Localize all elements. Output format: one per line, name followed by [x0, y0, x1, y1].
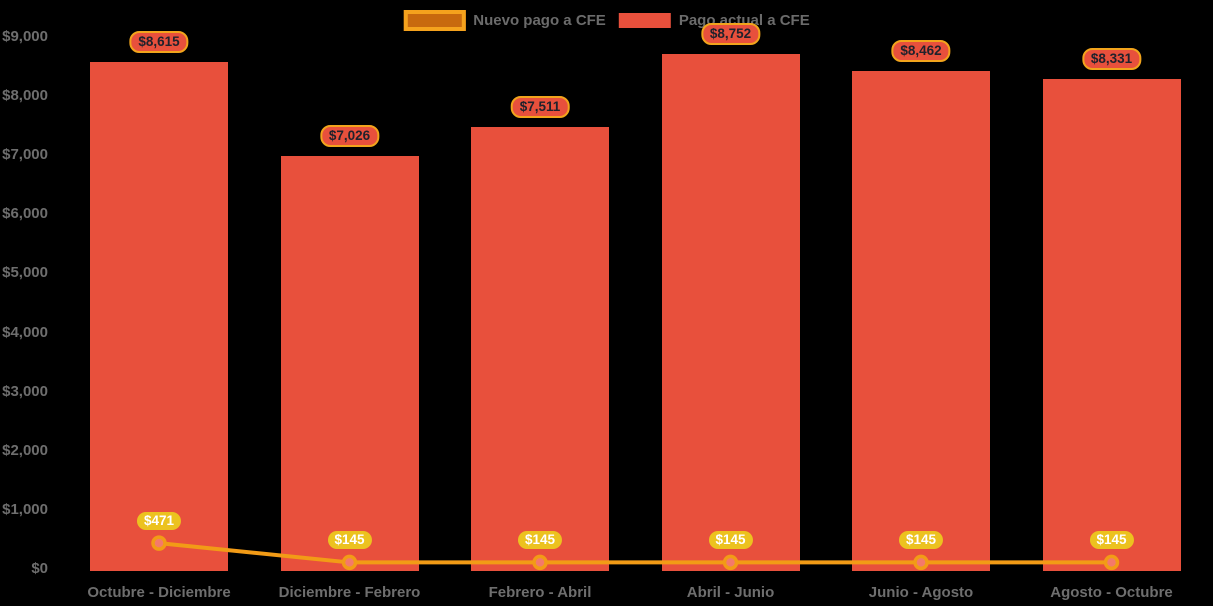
line-point-marker[interactable]: [151, 535, 167, 551]
line-point-marker[interactable]: [532, 554, 548, 571]
bar-series-swatch-icon: [618, 13, 671, 28]
y-axis-tick-label: $5,000: [2, 264, 48, 282]
line-value-label: $145: [898, 531, 944, 550]
y-axis-tick-label: $0: [31, 560, 48, 577]
y-axis-tick-label: $4,000: [2, 323, 48, 341]
bar-pago-actual[interactable]: [661, 53, 800, 571]
line-nuevo-pago: [158, 541, 1112, 565]
bar-pago-actual[interactable]: [280, 155, 419, 571]
bar-value-label: $7,026: [319, 124, 380, 147]
x-axis-category-label: Diciembre - Febrero: [278, 584, 421, 601]
x-axis-category-label: Octubre - Diciembre: [87, 584, 231, 601]
line-value-label: $145: [1089, 531, 1134, 550]
y-axis-tick-label: $8,000: [2, 87, 48, 105]
line-series-swatch-icon: [403, 10, 466, 31]
line-point-marker[interactable]: [913, 554, 929, 571]
line-point-marker[interactable]: [722, 554, 739, 571]
bar-pago-actual[interactable]: [852, 70, 990, 571]
bar-value-label: $8,331: [1081, 47, 1142, 70]
line-point-marker[interactable]: [1103, 554, 1120, 571]
y-axis-tick-label: $1,000: [2, 500, 48, 518]
line-value-label: $145: [327, 531, 372, 550]
bar-pago-actual[interactable]: [1042, 78, 1181, 571]
y-axis-tick-label: $6,000: [2, 205, 48, 223]
bar-value-label: $8,752: [700, 22, 761, 45]
x-axis-category-label: Febrero - Abril: [488, 584, 592, 601]
bar-value-label: $8,615: [129, 30, 189, 53]
bar-value-label: $7,511: [510, 96, 570, 119]
x-axis-category-label: Abril - Junio: [686, 584, 775, 601]
y-axis-tick-label: $7,000: [2, 146, 48, 164]
x-axis-category-label: Junio - Agosto: [868, 584, 974, 601]
legend: Nuevo pago a CFE Pago actual a CFE: [403, 10, 810, 31]
line-point-marker[interactable]: [341, 554, 358, 571]
y-axis-tick-label: $3,000: [2, 382, 48, 400]
bar-pago-actual[interactable]: [90, 61, 228, 571]
y-axis-tick-label: $2,000: [2, 441, 48, 459]
line-value-label: $145: [517, 531, 563, 550]
x-axis-category-label: Agosto - Octubre: [1050, 584, 1173, 601]
line-value-label: $471: [136, 512, 182, 531]
y-axis-tick-label: $9,000: [2, 28, 48, 45]
legend-label-nuevo-pago: Nuevo pago a CFE: [473, 12, 606, 29]
bar-pago-actual[interactable]: [471, 127, 609, 571]
line-value-label: $145: [708, 531, 753, 550]
bar-value-label: $8,462: [891, 39, 951, 62]
legend-item-nuevo-pago[interactable]: Nuevo pago a CFE: [403, 10, 606, 31]
